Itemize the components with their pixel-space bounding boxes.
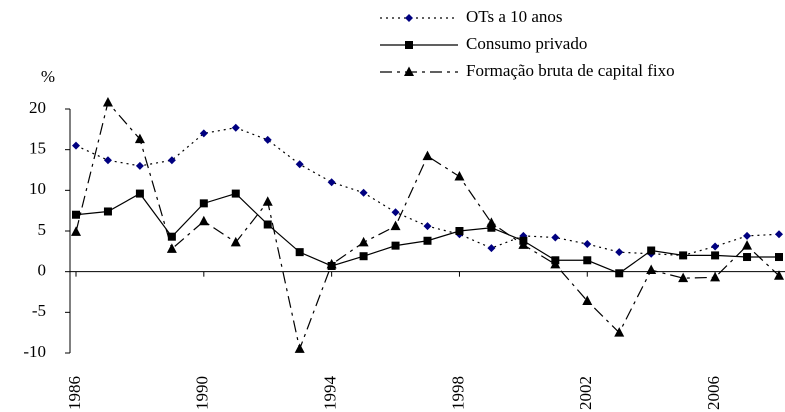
x-tick-label: 1994 — [321, 376, 340, 411]
x-tick-label: 1990 — [193, 376, 212, 410]
point — [742, 240, 753, 250]
point — [614, 327, 625, 337]
legend-label: OTs a 10 anos — [466, 7, 563, 26]
point — [423, 222, 432, 231]
point — [295, 160, 304, 169]
point — [198, 215, 209, 226]
point — [230, 236, 241, 247]
point — [327, 178, 336, 187]
x-tick-label: 2006 — [704, 376, 723, 410]
point — [775, 253, 783, 262]
point — [487, 223, 496, 232]
point — [775, 230, 783, 239]
point — [71, 226, 81, 236]
point — [103, 156, 112, 165]
point — [135, 189, 144, 198]
point — [711, 251, 720, 260]
point — [263, 220, 272, 229]
point — [454, 171, 465, 181]
point — [615, 269, 624, 278]
legend-marker — [405, 41, 413, 49]
point — [390, 220, 401, 231]
point — [102, 96, 113, 107]
series-line — [75, 192, 779, 274]
point — [359, 252, 368, 261]
point — [199, 129, 208, 138]
y-tick-label: -5 — [32, 301, 46, 320]
y-tick-label: 10 — [29, 179, 46, 198]
point — [646, 264, 657, 275]
point — [326, 258, 337, 269]
point — [391, 241, 400, 250]
point — [391, 208, 400, 217]
point — [455, 227, 464, 235]
point — [678, 272, 689, 283]
point — [359, 188, 368, 197]
legend-marker — [404, 66, 414, 76]
x-tick-label: 2002 — [576, 376, 595, 410]
point — [134, 133, 145, 144]
point — [647, 246, 656, 255]
point — [231, 189, 240, 198]
point — [486, 217, 497, 227]
point — [295, 248, 304, 257]
point — [774, 270, 784, 280]
x-tick-label: 1998 — [448, 376, 467, 410]
legend-label: Formação bruta de capital fixo — [466, 61, 675, 80]
point — [167, 232, 176, 241]
point — [710, 271, 721, 282]
point — [262, 196, 273, 206]
y-tick-label: 5 — [38, 220, 47, 239]
y-tick-label: 15 — [29, 139, 46, 158]
point — [743, 253, 752, 262]
legend-label: Consumo privado — [466, 34, 587, 53]
point — [583, 256, 592, 265]
point — [423, 236, 432, 245]
point — [711, 242, 720, 251]
series-line — [75, 127, 780, 257]
point — [583, 240, 592, 249]
y-tick-label: 20 — [29, 98, 46, 117]
point — [518, 239, 529, 249]
point — [167, 156, 176, 165]
point — [72, 141, 80, 150]
point — [199, 199, 208, 208]
point — [166, 243, 177, 253]
point — [103, 207, 112, 216]
point — [679, 251, 688, 260]
point — [263, 135, 272, 144]
point — [487, 244, 496, 253]
legend-marker — [405, 14, 413, 22]
point — [358, 236, 369, 247]
point — [72, 210, 80, 219]
point — [582, 295, 593, 305]
x-tick-label: 1986 — [65, 376, 84, 410]
y-tick-label: 0 — [38, 261, 47, 280]
point — [231, 123, 240, 132]
point — [294, 343, 305, 353]
point — [550, 258, 561, 269]
point — [135, 161, 144, 170]
y-tick-label: -10 — [23, 342, 46, 361]
point — [743, 231, 752, 240]
y-unit-label: % — [41, 67, 55, 86]
point — [422, 150, 433, 161]
point — [551, 233, 560, 242]
point — [615, 248, 624, 257]
